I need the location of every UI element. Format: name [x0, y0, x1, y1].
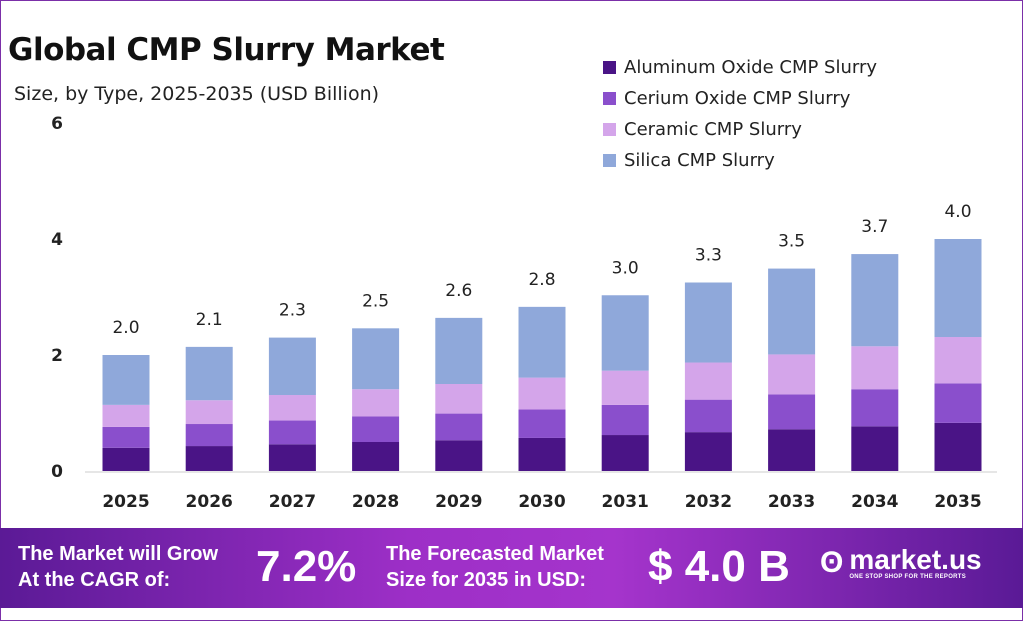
bar-segment [684, 362, 732, 400]
bar-segment [684, 432, 732, 471]
bar-segment [352, 416, 400, 442]
forecast-text: The Forecasted Market Size for 2035 in US… [386, 541, 604, 593]
data-label: 3.7 [861, 217, 888, 237]
bar-segment [851, 254, 899, 347]
bar-segment [768, 429, 816, 471]
x-tick-label: 2031 [602, 492, 649, 512]
x-tick-label: 2033 [768, 492, 815, 512]
legend-label: Ceramic CMP Slurry [624, 119, 802, 140]
y-tick-label: 2 [51, 346, 63, 366]
bar-segment [435, 440, 483, 471]
data-label: 2.5 [362, 291, 389, 311]
data-label: 2.3 [279, 301, 306, 321]
data-label: 3.0 [612, 258, 639, 278]
brand-logo: ʘ market.us ONE STOP SHOP FOR THE REPORT… [820, 544, 982, 581]
bar-segment [518, 437, 566, 471]
x-tick-label: 2035 [934, 492, 981, 512]
bar-segment [851, 426, 899, 471]
cagr-text-line: The Market will Grow [18, 543, 219, 565]
bar-segment [934, 239, 982, 338]
bar-segment [934, 383, 982, 423]
bar-segment [185, 400, 233, 425]
logo-icon: ʘ [820, 546, 844, 579]
cagr-text: The Market will Grow At the CAGR of: [18, 541, 218, 593]
bar-segment [268, 444, 316, 471]
legend-swatch [603, 154, 616, 167]
bar-segment [768, 268, 816, 355]
x-tick-label: 2026 [186, 492, 233, 512]
legend-label: Cerium Oxide CMP Slurry [624, 88, 851, 109]
data-label: 3.5 [778, 232, 805, 252]
y-tick-label: 0 [51, 462, 63, 482]
brand-name: market.us [849, 544, 982, 575]
data-label: 4.0 [944, 202, 971, 222]
bar-segment [934, 337, 982, 384]
bar-segment [435, 384, 483, 414]
bar-segment [851, 389, 899, 427]
cagr-value: 7.2% [256, 542, 357, 591]
x-tick-label: 2027 [269, 492, 316, 512]
bar-segment [768, 354, 816, 395]
cagr-text-line: At the CAGR of: [18, 569, 171, 591]
data-label: 2.6 [445, 281, 472, 301]
brand-tagline: ONE STOP SHOP FOR THE REPORTS [849, 574, 967, 580]
legend-item: Ceramic CMP Slurry [603, 114, 877, 145]
forecast-text-line: Size for 2035 in USD: [386, 569, 587, 591]
data-label: 2.8 [528, 270, 555, 290]
legend-swatch [603, 61, 616, 74]
x-tick-label: 2034 [851, 492, 898, 512]
bar-segment [268, 420, 316, 445]
legend: Aluminum Oxide CMP Slurry Cerium Oxide C… [603, 52, 877, 176]
bar-segment [435, 317, 483, 384]
bar-segment [102, 404, 150, 427]
x-tick-label: 2032 [685, 492, 732, 512]
data-label: 2.0 [112, 318, 139, 338]
bar-segment [518, 409, 566, 438]
bar-segment [435, 413, 483, 441]
legend-label: Silica CMP Slurry [624, 150, 775, 171]
plot-area: 0 2 4 6 2.0 2025 2.1 2026 2.3 2027 2.5 2028 2.6 2029 2… [51, 114, 997, 512]
bar-segment [851, 346, 899, 390]
bar-segment [352, 389, 400, 417]
bar-segment [601, 295, 649, 371]
legend-swatch [603, 92, 616, 105]
bar-segment [934, 422, 982, 471]
bar-segment [684, 399, 732, 433]
bar-segment [601, 370, 649, 405]
bar-segment [601, 435, 649, 471]
chart-subtitle: Size, by Type, 2025-2035 (USD Billion) [14, 83, 380, 105]
x-tick-label: 2028 [352, 492, 399, 512]
legend-item: Silica CMP Slurry [603, 145, 877, 176]
bar-segment [185, 446, 233, 471]
bar-segment [352, 442, 400, 471]
bar-segment [185, 346, 233, 401]
x-tick-label: 2029 [435, 492, 482, 512]
legend-item: Aluminum Oxide CMP Slurry [603, 52, 877, 83]
bar-segment [102, 426, 150, 448]
bar-segment [684, 282, 732, 363]
chart-title: Global CMP Slurry Market [8, 32, 445, 68]
legend-swatch [603, 123, 616, 136]
bar-segment [268, 337, 316, 396]
bar-segment [102, 447, 150, 471]
bar-segment [268, 395, 316, 421]
bar-segment [102, 355, 150, 405]
forecast-value: $ 4.0 B [648, 542, 790, 591]
bar-segment [768, 394, 816, 430]
footer-banner: The Market will Grow At the CAGR of: 7.2%… [0, 528, 1023, 608]
bar-segment [601, 404, 649, 436]
bar-segment [185, 424, 233, 447]
forecast-text-line: The Forecasted Market [386, 543, 604, 565]
legend-label: Aluminum Oxide CMP Slurry [624, 57, 878, 78]
data-label: 3.3 [695, 246, 722, 266]
bar-segment [518, 306, 566, 378]
bar-segment [352, 328, 400, 390]
bar-segment [518, 377, 566, 410]
y-tick-label: 4 [51, 230, 63, 250]
data-label: 2.1 [196, 310, 223, 330]
legend-item: Cerium Oxide CMP Slurry [603, 83, 877, 114]
y-tick-label: 6 [51, 114, 63, 134]
x-tick-label: 2030 [518, 492, 565, 512]
x-tick-label: 2025 [102, 492, 149, 512]
